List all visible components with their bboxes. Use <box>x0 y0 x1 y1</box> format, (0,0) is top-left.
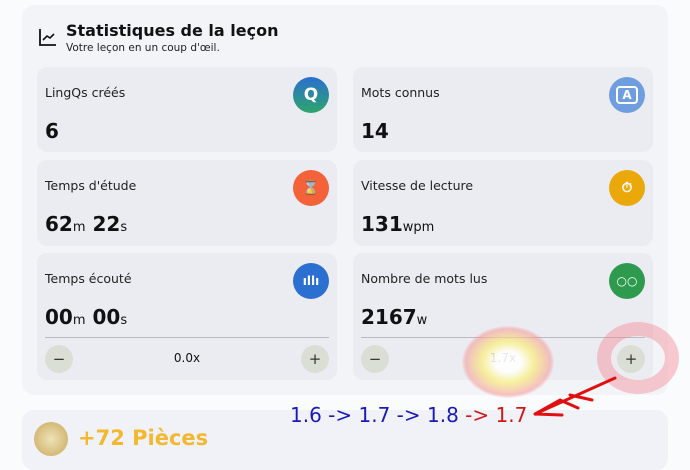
tile-label: Mots connus <box>361 85 440 100</box>
increase-speed-button[interactable]: + <box>617 345 645 373</box>
page-title: Statistiques de la leçon <box>66 21 279 40</box>
speech-bubble-a-icon: A <box>609 77 645 113</box>
tile-value: 2167w <box>361 305 428 329</box>
increase-speed-button[interactable]: + <box>301 345 329 373</box>
tile-reading-speed: Vitesse de lecture 131wpm ⏱ <box>353 160 653 246</box>
playback-rate: 0.0x <box>173 351 201 365</box>
glasses-icon: ○○ <box>609 263 645 299</box>
lesson-stats-card: Statistiques de la leçon Votre leçon en … <box>22 5 668 395</box>
line-chart-icon <box>39 29 56 46</box>
decrease-speed-button[interactable]: − <box>45 345 73 373</box>
decrease-speed-button[interactable]: − <box>361 345 389 373</box>
hourglass-icon: ⌛ <box>293 170 329 206</box>
tile-value: 00m 00s <box>45 305 128 329</box>
tile-value: 62m 22s <box>45 212 128 236</box>
tile-study-time: Temps d'étude 62m 22s ⌛ <box>37 160 337 246</box>
tile-label: Temps écouté <box>45 271 132 286</box>
tile-value: 131wpm <box>361 212 435 236</box>
page-subtitle: Votre leçon en un coup d'œil. <box>66 42 220 54</box>
tile-words-read: Nombre de mots lus 2167w ○○ − 1.7x + <box>353 253 653 380</box>
divider <box>361 337 645 338</box>
tile-known-words: Mots connus 14 A <box>353 67 653 152</box>
tile-label: Nombre de mots lus <box>361 271 488 286</box>
audio-wave-icon: ıllı <box>293 263 329 299</box>
tile-label: Vitesse de lecture <box>361 178 474 193</box>
tile-listening-time: Temps écouté 00m 00s ıllı − 0.0x + <box>37 253 337 380</box>
lingq-q-icon: Q <box>293 77 329 113</box>
coin-icon <box>34 422 68 456</box>
tile-label: Temps d'étude <box>45 178 137 193</box>
stopwatch-icon: ⏱ <box>609 170 645 206</box>
red-arrow-annotation <box>533 376 617 417</box>
tile-label: LingQs créés <box>45 85 126 100</box>
playback-rate: 1.7x <box>489 351 517 365</box>
divider <box>45 337 329 338</box>
handwritten-annotation: 1.6 -> 1.7 -> 1.8 -> 1.7 <box>290 403 528 427</box>
coins-earned: +72 Pièces <box>78 426 209 450</box>
tile-lingqs-created: LingQs créés 6 Q <box>37 67 337 152</box>
tile-value: 14 <box>361 119 389 143</box>
tile-value: 6 <box>45 119 59 143</box>
